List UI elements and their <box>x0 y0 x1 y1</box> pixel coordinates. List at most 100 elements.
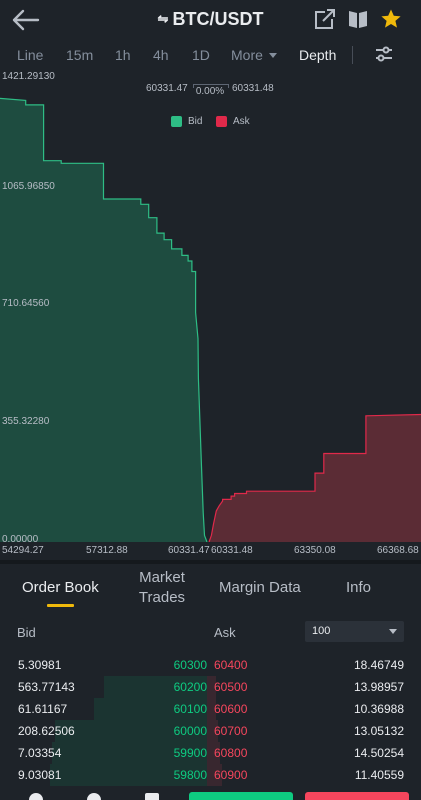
x-tick-label: 60331.47 <box>168 545 210 556</box>
ask-price: 60900 <box>214 768 248 782</box>
tab-4h[interactable]: 4h <box>153 47 169 63</box>
spread-percent: 0.00% <box>195 86 225 97</box>
bid-quantity: 7.03354 <box>18 746 62 760</box>
bid-column-header: Bid <box>17 625 36 640</box>
legend-bid-label: Bid <box>188 116 203 127</box>
tab-line[interactable]: Line <box>17 47 44 63</box>
tab-market-trades[interactable]: Market Trades <box>134 568 190 608</box>
tab-depth[interactable]: Depth <box>299 47 337 63</box>
ask-price: 60400 <box>214 658 248 672</box>
order-book-row[interactable]: 7.03354 59900 60800 14.50254 <box>0 742 421 764</box>
ask-price: 60600 <box>214 702 248 716</box>
alert-icon[interactable] <box>87 793 101 800</box>
bid-quantity: 61.61167 <box>18 702 68 716</box>
bottom-tabs: Order Book Market Trades Margin Data Inf… <box>0 564 421 612</box>
bid-quantity: 9.03081 <box>18 768 62 782</box>
ask-depth-bar <box>207 720 218 742</box>
order-book-row[interactable]: 208.62506 60000 60700 13.05132 <box>0 720 421 742</box>
order-book-row[interactable]: 563.77143 60200 60500 13.98957 <box>0 676 421 698</box>
pair-name: BTC/USDT <box>172 9 264 29</box>
copy-icon[interactable] <box>145 793 159 800</box>
bid-depth-bar <box>94 698 207 720</box>
bid-price: 60100 <box>173 702 207 716</box>
back-arrow-icon[interactable] <box>10 6 42 34</box>
y-tick-label: 710.64560 <box>2 298 50 309</box>
tab-more[interactable]: More <box>231 47 277 63</box>
legend-ask-label: Ask <box>233 116 250 127</box>
chevron-down-icon <box>389 629 397 634</box>
sell-button[interactable] <box>305 792 409 800</box>
order-book-list: 5.30981 60300 60400 18.46749 563.77143 60200 6… <box>0 654 421 800</box>
bid-price: 60200 <box>173 680 207 694</box>
ask-depth-line <box>208 413 421 543</box>
order-book-row[interactable]: 5.30981 60300 60400 18.46749 <box>0 654 421 676</box>
mid-ask-price: 60331.48 <box>232 83 274 94</box>
bid-depth-bar <box>55 720 207 742</box>
ask-column-header: Ask <box>214 625 236 640</box>
order-book-row[interactable]: 61.61167 60100 60600 10.36988 <box>0 698 421 720</box>
legend-ask-swatch <box>216 116 227 127</box>
tab-1d[interactable]: 1D <box>192 47 210 63</box>
x-tick-label: 66368.68 <box>377 545 419 556</box>
swap-icon: ⇋ <box>157 11 169 26</box>
buy-button[interactable] <box>189 792 293 800</box>
tab-1h[interactable]: 1h <box>115 47 131 63</box>
book-icon[interactable] <box>347 8 369 30</box>
ask-price: 60500 <box>214 680 248 694</box>
bid-price: 59900 <box>173 746 207 760</box>
bid-price: 59800 <box>173 768 207 782</box>
mid-bid-price: 60331.47 <box>146 83 188 94</box>
x-tick-label: 57312.88 <box>86 545 128 556</box>
ask-quantity: 18.46749 <box>353 658 404 672</box>
bid-price: 60000 <box>173 724 207 738</box>
bid-depth-bar <box>52 742 207 764</box>
order-book-row[interactable]: 9.03081 59800 60900 11.40559 <box>0 764 421 786</box>
user-icon[interactable] <box>29 793 43 800</box>
settings-sliders-icon[interactable] <box>374 44 394 64</box>
ask-price: 60800 <box>214 746 248 760</box>
y-tick-label: 355.32280 <box>2 416 50 427</box>
y-tick-label: 1065.96850 <box>2 181 55 192</box>
tab-margin-data[interactable]: Margin Data <box>219 579 301 596</box>
tab-order-book[interactable]: Order Book <box>22 579 99 596</box>
tab-15m[interactable]: 15m <box>66 47 94 63</box>
y-tick-label: 0.00000 <box>2 534 39 545</box>
ask-quantity: 14.50254 <box>353 746 404 760</box>
ask-quantity: 10.36988 <box>353 702 404 716</box>
y-tick-label: 1421.29130 <box>2 71 55 82</box>
external-link-icon[interactable] <box>314 8 336 30</box>
ask-depth-bar <box>207 764 222 786</box>
depth-chart[interactable] <box>0 70 421 560</box>
bid-price: 60300 <box>173 658 207 672</box>
ask-price: 60700 <box>214 724 248 738</box>
section-divider <box>0 560 421 564</box>
timeframe-bar: Line 15m 1h 4h 1D More Depth <box>0 40 421 70</box>
tab-info[interactable]: Info <box>346 579 372 596</box>
toolbar-divider <box>352 46 353 64</box>
ask-quantity: 13.05132 <box>353 724 404 738</box>
depth-chart-svg <box>0 70 421 560</box>
bid-quantity: 5.30981 <box>18 658 62 672</box>
x-tick-label: 63350.08 <box>294 545 336 556</box>
precision-value: 100 <box>312 625 331 637</box>
ask-depth-bar <box>207 676 216 698</box>
bid-depth-bar <box>104 676 207 698</box>
spread-bracket <box>193 84 229 88</box>
x-axis-band <box>0 542 421 560</box>
legend-bid-swatch <box>171 116 182 127</box>
ask-quantity: 13.98957 <box>353 680 404 694</box>
ask-depth-bar <box>207 698 216 720</box>
star-icon[interactable] <box>380 8 402 30</box>
x-tick-label: 60331.48 <box>211 545 253 556</box>
top-bar: ⇋ BTC/USDT <box>0 0 421 40</box>
tab-market-trades-line2: Trades <box>138 589 186 606</box>
precision-select[interactable]: 100 <box>305 621 404 642</box>
active-tab-indicator <box>47 604 74 607</box>
bid-depth-bar <box>50 764 207 786</box>
bid-quantity: 208.62506 <box>18 724 75 738</box>
x-tick-label: 54294.27 <box>2 545 44 556</box>
pair-title[interactable]: ⇋ BTC/USDT <box>0 9 421 30</box>
bid-quantity: 563.77143 <box>18 680 75 694</box>
tab-more-label: More <box>231 47 263 63</box>
ask-depth-bar <box>207 742 220 764</box>
